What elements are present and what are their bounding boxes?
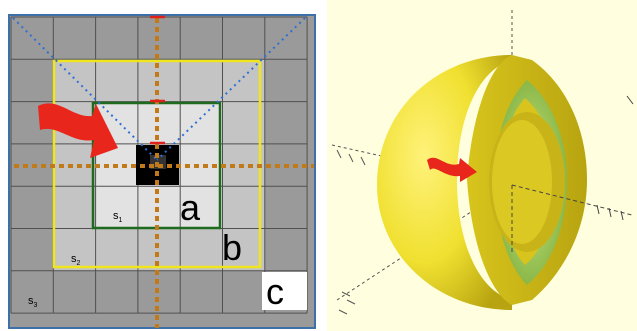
- grid-cell: [180, 228, 223, 271]
- label-s1-subscript: 1: [118, 217, 123, 225]
- grid-cell: [264, 101, 308, 144]
- grid-cell: [180, 270, 223, 314]
- orange-axes: [14, 18, 314, 328]
- grid-cell: [11, 270, 54, 314]
- grid-cell: [95, 17, 138, 60]
- grid-cell: [137, 228, 181, 271]
- grid-cell: [222, 101, 265, 144]
- label-b: b: [222, 227, 243, 268]
- grid-cell: [264, 59, 308, 102]
- 3d-render-panel: [327, 0, 637, 331]
- label-s3-base: s: [28, 295, 34, 307]
- label-s2-subscript: 2: [76, 260, 81, 268]
- axes-front: [511, 184, 633, 255]
- grid-cell: [264, 228, 308, 271]
- grid-cell: [53, 270, 96, 314]
- grid-cell: [95, 59, 138, 102]
- square-c-label-box: [262, 272, 307, 310]
- grid-cell: [95, 270, 138, 314]
- label-s1-base: s: [113, 210, 119, 222]
- label-s3-subscript: 3: [33, 302, 38, 310]
- inner-disc-highlight: [492, 120, 552, 244]
- grid-cell: [137, 59, 181, 102]
- label-c: c: [266, 271, 284, 312]
- label-s1: s1: [113, 210, 123, 225]
- outer-shell: [377, 55, 512, 310]
- grid-cell: [137, 270, 181, 314]
- red-arrow-icon: [38, 103, 118, 158]
- grid-cell: [53, 228, 96, 271]
- grid-cell: [222, 59, 265, 102]
- label-a: a: [180, 187, 201, 228]
- grid-cell: [53, 186, 96, 229]
- grid-cell: [180, 59, 223, 102]
- grid-cell: [137, 186, 181, 229]
- red-tick-marks: [150, 15, 165, 145]
- label-s3: s3: [28, 295, 38, 310]
- label-s2: s2: [71, 253, 81, 268]
- grid-cell: [222, 186, 265, 229]
- grid-cell: [180, 17, 223, 60]
- grid-cell: [137, 17, 181, 60]
- grid-cell: [95, 228, 138, 271]
- axis-ticks-left: [336, 149, 366, 315]
- grid-cell: [53, 59, 96, 102]
- grid-diagram-panel: [8, 14, 316, 329]
- grid-cell: [180, 101, 223, 144]
- grid-cells: [11, 17, 308, 314]
- grid-cell: [264, 186, 308, 229]
- grid-cell: [180, 186, 223, 229]
- grid-cell: [11, 228, 54, 271]
- grid-cell: [95, 186, 138, 229]
- grid-cell: [11, 186, 54, 229]
- grid-cell: [137, 101, 181, 144]
- grid-cell: [222, 228, 265, 271]
- grid-cell: [11, 59, 54, 102]
- axis-ticks-right: [596, 95, 634, 221]
- grid-cell: [222, 270, 265, 314]
- grid-cell: [53, 17, 96, 60]
- red-arrow-icon: [427, 157, 477, 182]
- label-s2-base: s: [71, 253, 77, 265]
- grid-cell: [222, 17, 265, 60]
- blue-rays: [12, 17, 306, 161]
